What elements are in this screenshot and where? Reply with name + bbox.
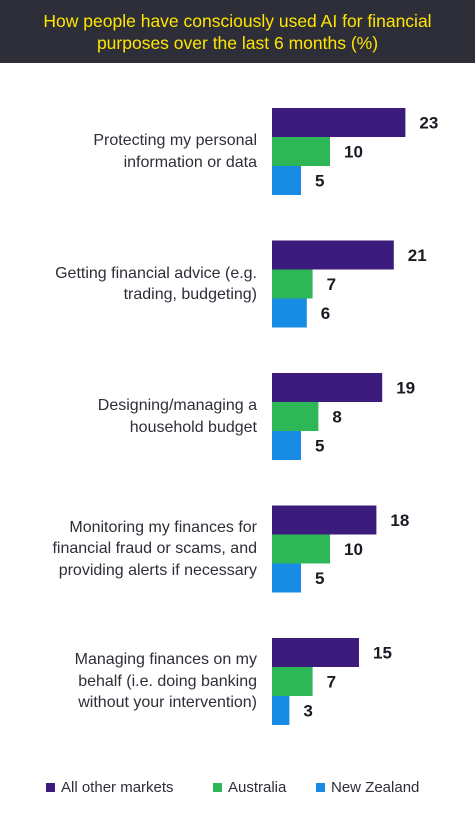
chart-title-banner: How people have consciously used AI for … (0, 0, 475, 63)
legend-item-new-zealand: New Zealand (316, 779, 419, 796)
bar-new-zealand-managing-finances (272, 696, 290, 725)
category-label-line: trading, budgeting) (123, 286, 257, 303)
bar-australia-fraud-monitoring (272, 534, 330, 564)
category-label-line: Managing finances on my (74, 651, 257, 669)
data-label-new-zealand-protecting-data: 5 (315, 172, 324, 191)
legend-swatch-new-zealand (316, 783, 325, 792)
bar-all-other-markets-protecting-data (272, 108, 406, 137)
bar-all-other-markets-managing-finances (272, 638, 359, 667)
bar-australia-protecting-data (272, 137, 330, 166)
legend-item-australia: Australia (213, 779, 286, 796)
chart-title-line-1: How people have consciously used AI for … (43, 10, 432, 31)
category-label-financial-advice: Getting financial advice (e.g. trading, b… (7, 263, 257, 306)
legend: All other markets Australia New Zealand (0, 779, 475, 801)
data-label-australia-household-budget: 8 (332, 408, 341, 427)
data-label-new-zealand-fraud-monitoring: 5 (315, 569, 324, 588)
legend-swatch-australia (213, 783, 222, 792)
bar-all-other-markets-household-budget (272, 373, 383, 402)
data-label-new-zealand-managing-finances: 3 (303, 702, 312, 721)
category-label-fraud-monitoring: Monitoring my finances for financial frau… (7, 517, 257, 582)
category-label-line: information or data (123, 153, 257, 171)
data-label-all-other-markets-financial-advice: 21 (408, 246, 427, 265)
data-label-australia-protecting-data: 10 (344, 143, 363, 162)
chart-title-line-2: purposes over the last 6 months (%) (96, 32, 379, 53)
category-label-line: Getting financial advice (e.g. (55, 264, 257, 282)
legend-label-australia: Australia (228, 779, 287, 796)
category-label-line: Monitoring my finances for (69, 518, 257, 536)
data-label-new-zealand-financial-advice: 6 (321, 304, 330, 323)
category-label-line: Protecting my personal (93, 132, 257, 149)
bar-new-zealand-household-budget (272, 431, 301, 460)
data-label-australia-fraud-monitoring: 10 (344, 540, 363, 559)
data-label-new-zealand-household-budget: 5 (315, 437, 324, 456)
bar-new-zealand-financial-advice (272, 298, 307, 328)
bar-all-other-markets-fraud-monitoring (272, 505, 377, 535)
category-label-household-budget: Designing/managing a household budget (7, 395, 257, 438)
bar-australia-financial-advice (272, 269, 313, 299)
legend-item-all-other-markets: All other markets (46, 779, 174, 796)
bar-australia-managing-finances (272, 667, 313, 696)
bar-australia-household-budget (272, 402, 319, 431)
bar-new-zealand-fraud-monitoring (272, 563, 301, 593)
data-label-all-other-markets-household-budget: 19 (396, 379, 415, 398)
legend-label-all-other-markets: All other markets (61, 779, 174, 796)
category-label-line: without your intervention) (78, 694, 257, 712)
category-label-line: financial fraud or scams, and (52, 540, 257, 558)
category-label-line: Designing/managing a (97, 397, 257, 414)
bar-new-zealand-protecting-data (272, 166, 301, 195)
category-label-managing-finances: Managing finances on my behalf (i.e. doin… (7, 649, 257, 714)
category-label-protecting-data: Protecting my personal information or dat… (7, 130, 257, 173)
legend-swatch-all-other-markets (46, 783, 55, 792)
data-label-australia-managing-finances: 7 (327, 673, 336, 692)
data-label-all-other-markets-protecting-data: 23 (419, 114, 438, 133)
category-label-line: household budget (129, 418, 257, 436)
bar-all-other-markets-financial-advice (272, 240, 394, 270)
category-label-line: behalf (i.e. doing banking (78, 672, 257, 690)
legend-label-new-zealand: New Zealand (331, 779, 420, 796)
data-label-all-other-markets-fraud-monitoring: 18 (390, 511, 409, 530)
data-label-all-other-markets-managing-finances: 15 (373, 644, 392, 663)
data-label-australia-financial-advice: 7 (327, 275, 336, 294)
category-label-line: providing alerts if necessary (58, 561, 257, 579)
